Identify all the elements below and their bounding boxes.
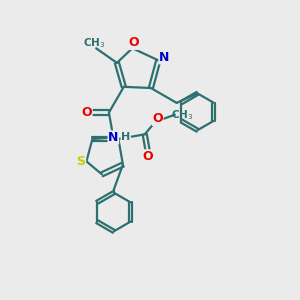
Text: O: O [81,106,92,119]
Text: O: O [142,150,153,163]
Text: N: N [159,51,169,64]
Text: N: N [108,131,119,144]
Text: O: O [128,36,139,50]
Text: CH$_3$: CH$_3$ [171,108,194,122]
Text: S: S [76,155,85,168]
Text: O: O [152,112,163,125]
Text: CH$_3$: CH$_3$ [83,36,106,50]
Text: H: H [121,132,130,142]
